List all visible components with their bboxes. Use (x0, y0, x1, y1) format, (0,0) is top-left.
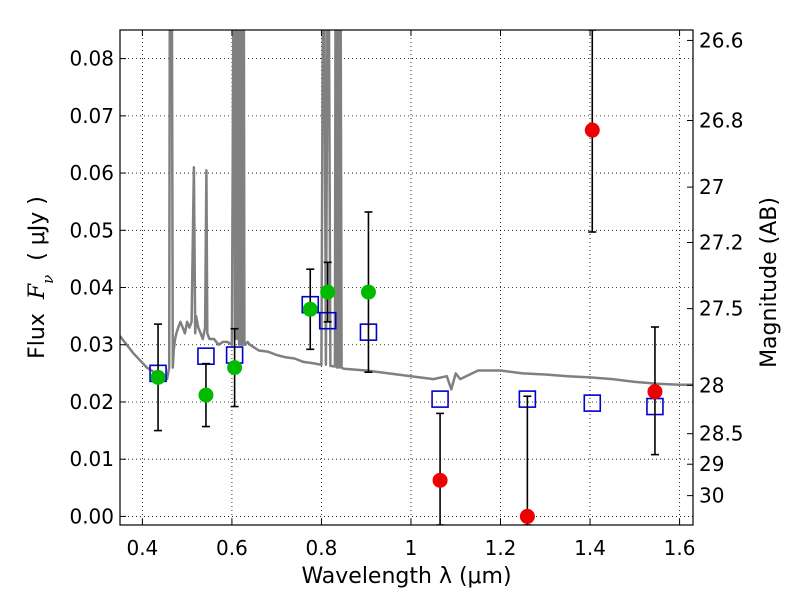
y-tick-label: 0.04 (69, 276, 114, 300)
x-tick-label: 0.8 (306, 536, 338, 560)
magnitude-tick-label: 27.5 (699, 297, 744, 321)
detection-marker (360, 284, 376, 300)
x-tick-label: 1.6 (664, 536, 696, 560)
detection-marker (302, 301, 318, 317)
model-photometry-marker (197, 347, 215, 365)
model-photometry-marker (583, 394, 602, 412)
y-tick-label: 0.03 (69, 333, 114, 357)
magnitude-tick-label: 27 (699, 175, 724, 199)
y-axis-label-symbol: F (25, 283, 50, 300)
non-detection-marker (519, 508, 535, 524)
plot-frame (119, 29, 694, 526)
x-tick-label: 0.4 (126, 536, 158, 560)
detection-marker (227, 360, 243, 376)
x-tick-label: 1.2 (485, 536, 517, 560)
x-tick-label: 1 (405, 536, 418, 560)
magnitude-tick-label: 27.2 (699, 231, 744, 255)
ticks-layer: 0.4 0.6 0.8 1 1.2 1.4 1.6 0.00 0.01 0.02 0.03 0.04 0… (69, 28, 743, 560)
detection-marker (150, 369, 166, 385)
plot-layer (120, 30, 693, 525)
magnitude-axis-label: Magnitude (AB) (757, 197, 782, 368)
y-tick-label: 0.01 (69, 447, 114, 471)
x-tick-label: 1.4 (574, 536, 606, 560)
x-axis-label: Wavelength λ (μm) (301, 564, 511, 589)
y-tick-label: 0.06 (69, 161, 114, 185)
y-tick-label: 0.02 (69, 390, 114, 414)
y-tick-label: 0.00 (69, 504, 114, 528)
y-tick-label: 0.05 (69, 218, 114, 242)
detection-marker (320, 284, 336, 300)
magnitude-tick-label: 30 (699, 484, 724, 508)
y-axis-label-prefix: Flux (25, 299, 50, 359)
magnitude-tick-label: 26.6 (699, 28, 744, 52)
non-detection-marker (584, 122, 600, 138)
x-tick-label: 0.6 (216, 536, 248, 560)
y-tick-label: 0.07 (69, 104, 114, 128)
magnitude-tick-label: 29 (699, 452, 724, 476)
model-photometry-marker (431, 390, 449, 408)
y-axis-label-suffix: ( μJy ) (25, 196, 50, 275)
magnitude-tick-label: 28.5 (699, 422, 744, 446)
non-detection-marker (432, 472, 448, 488)
y-axis-label: Flux Fν ( μJy ) (25, 196, 57, 359)
non-detection-marker (647, 384, 663, 400)
magnitude-tick-label: 26.8 (699, 109, 744, 133)
grid-layer (120, 30, 693, 525)
y-tick-label: 0.08 (69, 47, 114, 71)
spectrum-line (120, 30, 693, 391)
magnitude-tick-label: 28 (699, 373, 724, 397)
y-axis-label-subscript: ν (39, 275, 57, 284)
detection-marker (198, 387, 214, 403)
